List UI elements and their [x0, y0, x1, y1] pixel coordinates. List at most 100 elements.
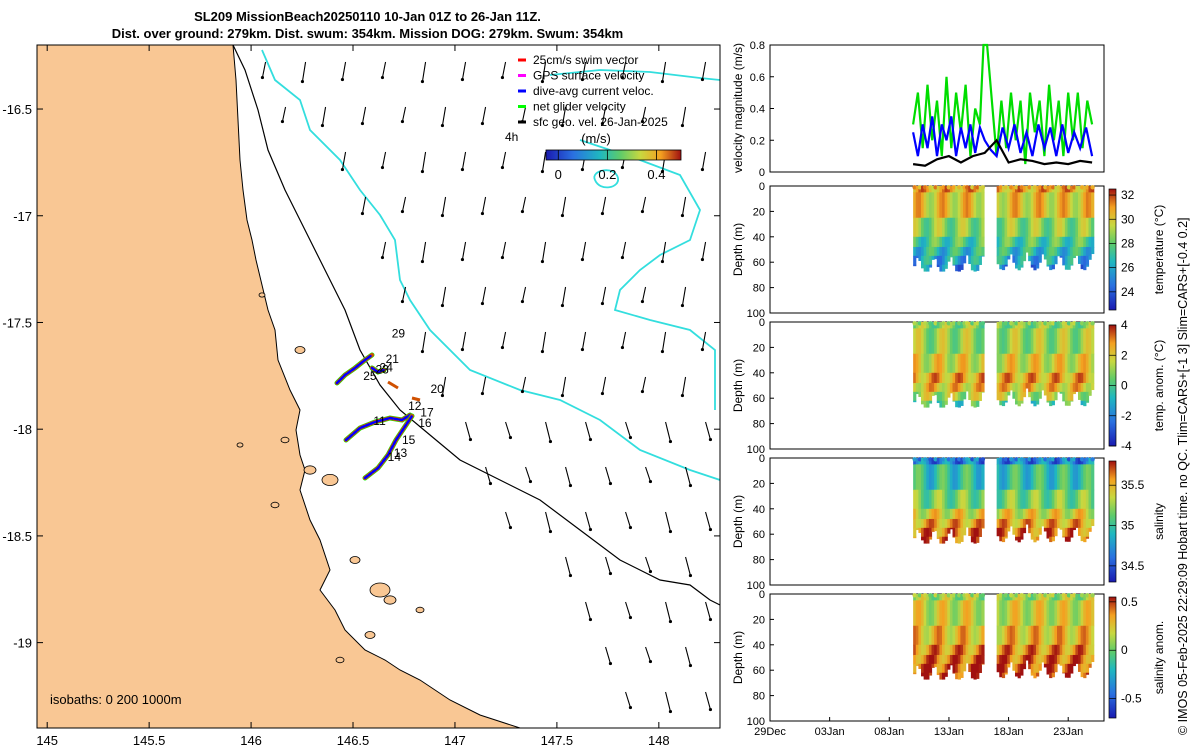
profile-cell: [942, 663, 946, 674]
profile-cell: [918, 353, 922, 374]
profile-cell: [928, 625, 933, 646]
profile-cell: [1083, 654, 1087, 665]
profile-cell: [1015, 328, 1019, 355]
profile-cell: [1046, 186, 1050, 193]
profile-cell: [973, 672, 977, 680]
profile-cell: [942, 489, 946, 510]
profile-cell: [1077, 322, 1082, 329]
profile-cell: [1085, 372, 1090, 384]
profile-cell: [1064, 654, 1069, 665]
profile-cell: [1012, 246, 1016, 257]
profile-cell: [1030, 328, 1034, 355]
profile-cell: [926, 458, 930, 465]
profile-cell: [928, 527, 933, 538]
profile-cell: [918, 391, 922, 397]
profile-cell: [1012, 458, 1016, 465]
profile-cell: [1080, 255, 1084, 266]
profile-cell: [1004, 464, 1008, 491]
profile-cell: [1012, 372, 1016, 384]
profile-cell: [955, 322, 959, 329]
island: [270, 501, 280, 509]
profile-cell: [973, 458, 977, 465]
profile-cell: [1075, 644, 1079, 656]
velocity-vector-head: [380, 75, 385, 80]
profile-cell: [936, 236, 940, 248]
profile-cell: [978, 489, 982, 510]
profile-cell: [1041, 600, 1045, 627]
profile-cell: [942, 527, 946, 538]
profile-cell: [926, 625, 930, 646]
map-x-tick-label: 147.5: [541, 733, 574, 748]
profile-cell: [1043, 518, 1048, 529]
profile-cell: [1028, 391, 1032, 398]
velocity-vector: [585, 511, 591, 530]
profile-cell: [1007, 594, 1011, 601]
velocity-vector: [421, 151, 427, 172]
velocity-vector: [501, 241, 507, 258]
profile-cell: [976, 508, 980, 520]
profile-cell: [1004, 192, 1008, 219]
profile-cell: [1059, 246, 1063, 257]
profile-cell: [921, 236, 925, 248]
profile-cell: [1038, 246, 1042, 257]
surface-sample: [1066, 321, 1072, 326]
profile-cell: [921, 400, 925, 405]
profile-cell: [1007, 236, 1011, 248]
surface-sample: [1085, 185, 1090, 190]
velocity-series: [912, 138, 1093, 167]
profile-cell: [963, 663, 967, 672]
profile-cell: [1070, 536, 1074, 538]
profile-cell: [970, 518, 975, 529]
surface-sample: [1019, 185, 1024, 190]
profile-cell: [928, 663, 933, 674]
profile-cell: [936, 382, 940, 393]
profile-cell: [1009, 328, 1013, 355]
profile-cell: [955, 264, 959, 272]
profile-cell: [1075, 625, 1079, 646]
profile-cell: [981, 518, 985, 529]
profile-cell: [1001, 625, 1006, 646]
profile-cell: [978, 508, 982, 520]
profile-cell: [957, 644, 961, 656]
profile-cell: [978, 625, 982, 646]
profile-cell: [1085, 536, 1090, 539]
profile-cell: [1036, 322, 1040, 329]
profile-cell: [1025, 186, 1029, 193]
profile-cell: [1022, 663, 1027, 670]
profile-cell: [1059, 644, 1063, 656]
profile-cell: [1036, 328, 1040, 355]
profile-cell: [1049, 672, 1053, 679]
profile-cell: [968, 663, 972, 673]
profile-cell: [923, 400, 927, 408]
surface-sample: [1090, 321, 1095, 326]
profile-cell: [1022, 322, 1027, 329]
profile-cell: [1049, 644, 1053, 656]
profile-cell: [1083, 672, 1087, 679]
profile-cell: [1030, 322, 1034, 329]
profile-cell: [960, 464, 964, 491]
map-x-tick-label: 148: [648, 733, 670, 748]
map-y-tick-label: -16.5: [2, 102, 32, 117]
profile-cell: [944, 518, 948, 529]
velocity-vector: [705, 421, 711, 440]
profile-cell: [1028, 255, 1032, 262]
profile-cell: [1070, 353, 1074, 374]
profile-cell: [968, 644, 972, 656]
velocity-vector-head: [560, 213, 565, 218]
profile-cell: [1080, 264, 1084, 270]
colorbar-tick-label: 0: [555, 167, 562, 182]
profile-cell: [934, 192, 938, 219]
profile-cell: [955, 192, 959, 219]
surface-sample: [1027, 185, 1032, 190]
profile-cell: [1007, 600, 1011, 627]
profile-cell: [960, 192, 964, 219]
surface-sample: [1079, 321, 1085, 326]
profile-cell: [1036, 625, 1040, 646]
profile-cell: [928, 600, 933, 627]
map-y-tick-label: -19: [13, 636, 32, 651]
profile-cell: [928, 672, 933, 676]
profile-cell: [926, 489, 930, 510]
profile-cell: [970, 236, 975, 248]
profile-cell: [921, 246, 925, 257]
profile-cell: [1012, 328, 1016, 355]
